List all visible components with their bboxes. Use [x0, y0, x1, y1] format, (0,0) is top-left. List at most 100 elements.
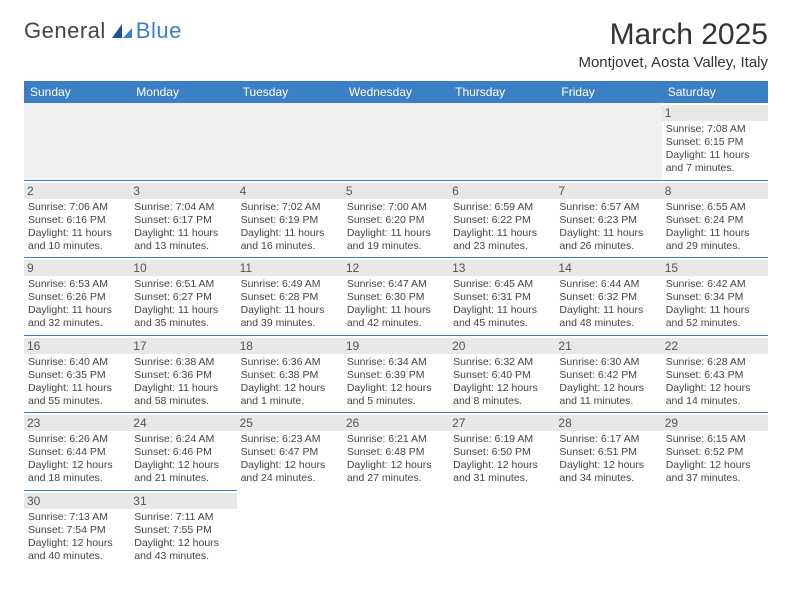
calendar-cell: 5 Sunrise: 7:00 AMSunset: 6:20 PMDaylight…: [343, 180, 449, 258]
calendar-cell: [343, 103, 449, 180]
day-number: 9: [24, 260, 130, 276]
calendar-cell: 17Sunrise: 6:38 AMSunset: 6:36 PMDayligh…: [130, 335, 236, 413]
weekday-header: Sunday: [24, 81, 130, 103]
header: General Blue March 2025 Montjovet, Aosta…: [24, 18, 768, 71]
calendar-cell: 29 Sunrise: 6:15 AMSunset: 6:52 PMDayligh…: [662, 413, 768, 491]
calendar-cell: 19Sunrise: 6:34 AMSunset: 6:39 PMDayligh…: [343, 335, 449, 413]
day-number: 12: [343, 260, 449, 276]
logo-text-b: Blue: [136, 18, 182, 44]
calendar-cell: 9 Sunrise: 6:53 AMSunset: 6:26 PMDaylight…: [24, 258, 130, 336]
day-info: Sunrise: 6:55 AMSunset: 6:24 PMDaylight:…: [666, 201, 764, 254]
day-number: 10: [130, 260, 236, 276]
sail-icon: [110, 22, 134, 40]
calendar-cell: 18 Sunrise: 6:36 AMSunset: 6:38 PMDayligh…: [237, 335, 343, 413]
day-info: Sunrise: 6:51 AMSunset: 6:27 PMDaylight:…: [134, 278, 232, 331]
day-info: Sunrise: 6:21 AMSunset: 6:48 PMDaylight:…: [347, 433, 445, 486]
calendar-cell: 20Sunrise: 6:32 AMSunset: 6:40 PMDayligh…: [449, 335, 555, 413]
day-number: 29: [662, 415, 768, 431]
day-info: Sunrise: 6:23 AMSunset: 6:47 PMDaylight:…: [241, 433, 339, 486]
day-info: Sunrise: 6:45 AMSunset: 6:31 PMDaylight:…: [453, 278, 551, 331]
calendar-cell: 22 Sunrise: 6:28 AMSunset: 6:43 PMDayligh…: [662, 335, 768, 413]
calendar-header-row: SundayMondayTuesdayWednesdayThursdayFrid…: [24, 81, 768, 103]
calendar-cell: [343, 490, 449, 567]
calendar-cell: 11Sunrise: 6:49 AMSunset: 6:28 PMDayligh…: [237, 258, 343, 336]
calendar-row: 9 Sunrise: 6:53 AMSunset: 6:26 PMDaylight…: [24, 258, 768, 336]
calendar-cell: [449, 490, 555, 567]
calendar-row: 2 Sunrise: 7:06 AMSunset: 6:16 PMDaylight…: [24, 180, 768, 258]
calendar-cell: 6Sunrise: 6:59 AMSunset: 6:22 PMDaylight…: [449, 180, 555, 258]
day-info: Sunrise: 6:40 AMSunset: 6:35 PMDaylight:…: [28, 356, 126, 409]
calendar-cell: 24Sunrise: 6:24 AMSunset: 6:46 PMDayligh…: [130, 413, 236, 491]
calendar-cell: 3Sunrise: 7:04 AMSunset: 6:17 PMDaylight…: [130, 180, 236, 258]
day-info: Sunrise: 6:17 AMSunset: 6:51 PMDaylight:…: [559, 433, 657, 486]
calendar-cell: [555, 490, 661, 567]
calendar-cell: [130, 103, 236, 180]
calendar-cell: [237, 490, 343, 567]
day-number: 18: [237, 338, 343, 354]
day-number: 25: [237, 415, 343, 431]
calendar-row: 30Sunrise: 7:13 AMSunset: 7:54 PMDayligh…: [24, 490, 768, 567]
day-info: Sunrise: 6:42 AMSunset: 6:34 PMDaylight:…: [666, 278, 764, 331]
calendar-cell: [24, 103, 130, 180]
location: Montjovet, Aosta Valley, Italy: [578, 54, 768, 71]
day-number: 13: [449, 260, 555, 276]
calendar-cell: 25 Sunrise: 6:23 AMSunset: 6:47 PMDayligh…: [237, 413, 343, 491]
day-number: 22: [662, 338, 768, 354]
weekday-header: Saturday: [662, 81, 768, 103]
day-info: Sunrise: 6:28 AMSunset: 6:43 PMDaylight:…: [666, 356, 764, 409]
day-number: 23: [24, 415, 130, 431]
day-info: Sunrise: 6:36 AMSunset: 6:38 PMDaylight:…: [241, 356, 339, 409]
calendar-cell: [237, 103, 343, 180]
day-info: Sunrise: 6:19 AMSunset: 6:50 PMDaylight:…: [453, 433, 551, 486]
day-number: 15: [662, 260, 768, 276]
day-info: Sunrise: 7:06 AMSunset: 6:16 PMDaylight:…: [28, 201, 126, 254]
weekday-header: Monday: [130, 81, 236, 103]
day-number: 3: [130, 183, 236, 199]
day-info: Sunrise: 6:15 AMSunset: 6:52 PMDaylight:…: [666, 433, 764, 486]
day-number: 5: [343, 183, 449, 199]
calendar-cell: 10 Sunrise: 6:51 AMSunset: 6:27 PMDayligh…: [130, 258, 236, 336]
day-info: Sunrise: 7:00 AMSunset: 6:20 PMDaylight:…: [347, 201, 445, 254]
calendar-cell: 8Sunrise: 6:55 AMSunset: 6:24 PMDaylight…: [662, 180, 768, 258]
day-info: Sunrise: 6:53 AMSunset: 6:26 PMDaylight:…: [28, 278, 126, 331]
weekday-header: Tuesday: [237, 81, 343, 103]
calendar-cell: [662, 490, 768, 567]
day-info: Sunrise: 6:47 AMSunset: 6:30 PMDaylight:…: [347, 278, 445, 331]
day-number: 31: [130, 493, 236, 509]
calendar-cell: 31Sunrise: 7:11 AMSunset: 7:55 PMDayligh…: [130, 490, 236, 567]
calendar-table: SundayMondayTuesdayWednesdayThursdayFrid…: [24, 81, 768, 567]
calendar-cell: 27 Sunrise: 6:19 AMSunset: 6:50 PMDayligh…: [449, 413, 555, 491]
day-number: 20: [449, 338, 555, 354]
day-info: Sunrise: 7:02 AMSunset: 6:19 PMDaylight:…: [241, 201, 339, 254]
day-number: 30: [24, 493, 130, 509]
calendar-cell: 16Sunrise: 6:40 AMSunset: 6:35 PMDayligh…: [24, 335, 130, 413]
calendar-body: 1Sunrise: 7:08 AMSunset: 6:15 PMDaylight…: [24, 103, 768, 567]
calendar-cell: 21Sunrise: 6:30 AMSunset: 6:42 PMDayligh…: [555, 335, 661, 413]
day-info: Sunrise: 6:57 AMSunset: 6:23 PMDaylight:…: [559, 201, 657, 254]
day-info: Sunrise: 6:26 AMSunset: 6:44 PMDaylight:…: [28, 433, 126, 486]
day-info: Sunrise: 6:38 AMSunset: 6:36 PMDaylight:…: [134, 356, 232, 409]
weekday-header: Friday: [555, 81, 661, 103]
calendar-cell: [449, 103, 555, 180]
day-info: Sunrise: 6:44 AMSunset: 6:32 PMDaylight:…: [559, 278, 657, 331]
day-number: 19: [343, 338, 449, 354]
calendar-cell: 30Sunrise: 7:13 AMSunset: 7:54 PMDayligh…: [24, 490, 130, 567]
title-block: March 2025 Montjovet, Aosta Valley, Ital…: [578, 18, 768, 71]
calendar-cell: 12 Sunrise: 6:47 AMSunset: 6:30 PMDayligh…: [343, 258, 449, 336]
calendar-cell: 23 Sunrise: 6:26 AMSunset: 6:44 PMDayligh…: [24, 413, 130, 491]
day-info: Sunrise: 7:08 AMSunset: 6:15 PMDaylight:…: [666, 123, 764, 176]
weekday-header: Wednesday: [343, 81, 449, 103]
logo: General Blue: [24, 18, 182, 44]
calendar-cell: 1Sunrise: 7:08 AMSunset: 6:15 PMDaylight…: [662, 103, 768, 180]
logo-text-a: General: [24, 18, 106, 44]
day-number: 27: [449, 415, 555, 431]
calendar-cell: 28Sunrise: 6:17 AMSunset: 6:51 PMDayligh…: [555, 413, 661, 491]
calendar-cell: 4Sunrise: 7:02 AMSunset: 6:19 PMDaylight…: [237, 180, 343, 258]
calendar-row: 16Sunrise: 6:40 AMSunset: 6:35 PMDayligh…: [24, 335, 768, 413]
day-number: 24: [130, 415, 236, 431]
day-number: 21: [555, 338, 661, 354]
calendar-cell: 7Sunrise: 6:57 AMSunset: 6:23 PMDaylight…: [555, 180, 661, 258]
calendar-row: 23 Sunrise: 6:26 AMSunset: 6:44 PMDayligh…: [24, 413, 768, 491]
day-number: 2: [24, 183, 130, 199]
calendar-cell: 26Sunrise: 6:21 AMSunset: 6:48 PMDayligh…: [343, 413, 449, 491]
